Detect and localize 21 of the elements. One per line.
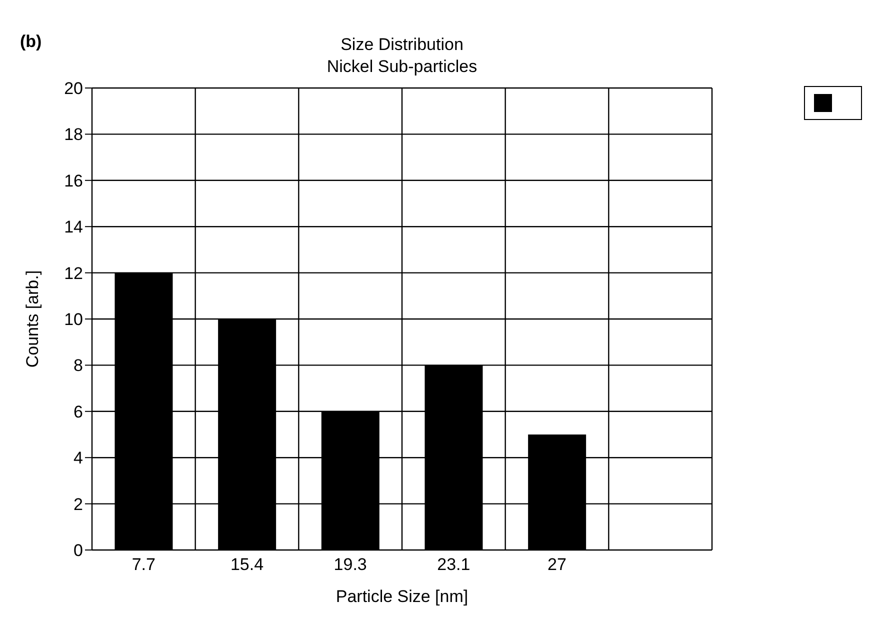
y-tick-label: 0 — [74, 541, 83, 560]
x-axis-title: Particle Size [nm] — [336, 587, 468, 606]
y-tick-label: 2 — [74, 494, 83, 514]
x-tick-label: 23.1 — [437, 555, 470, 574]
y-axis-title: Counts [arb.] — [23, 270, 42, 368]
x-tick-label: 15.4 — [230, 555, 264, 574]
x-tick-label: 27 — [548, 555, 566, 574]
x-tick-label: 19.3 — [334, 555, 367, 574]
x-tick-label: 7.7 — [132, 555, 156, 574]
text: (b) — [20, 32, 42, 52]
y-tick-label: 20 — [64, 79, 83, 98]
y-tick-label: 4 — [74, 448, 83, 468]
y-tick-label: 6 — [74, 402, 83, 422]
y-tick-label: 16 — [64, 171, 83, 190]
y-tick-label: 8 — [74, 356, 83, 376]
chart-subtitle: Nickel Sub-particles — [326, 56, 478, 78]
y-tick-label: 12 — [64, 264, 83, 283]
y-tick-label: 14 — [64, 218, 83, 237]
y-tick-label: 10 — [64, 310, 83, 330]
y-tick-label: 18 — [64, 125, 83, 144]
chart-title: Size Distribution — [340, 34, 464, 56]
